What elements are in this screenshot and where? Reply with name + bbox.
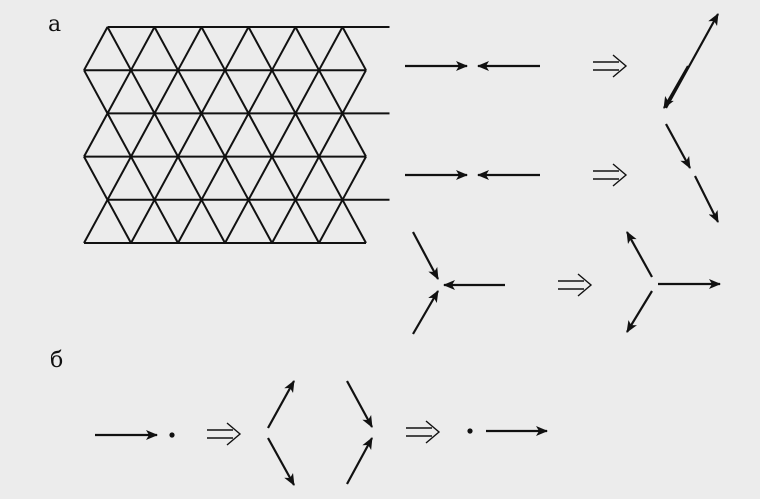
lattice-edge (318, 69, 344, 114)
lattice-edge (318, 26, 344, 71)
outgoing-arrow-up (665, 13, 719, 109)
lattice-edge (224, 26, 250, 71)
lattice-edge (83, 112, 109, 158)
particle-dot (169, 432, 175, 438)
lattice-edge (294, 112, 320, 158)
lattice-edge (247, 26, 273, 71)
lattice-edge (83, 156, 109, 201)
lattice-edge (271, 26, 297, 71)
particle-dot (467, 428, 473, 434)
lattice-edge (153, 26, 179, 71)
lattice-edge (106, 156, 132, 201)
lattice-edge (247, 199, 273, 244)
lattice-edge (153, 69, 179, 114)
outgoing-arrow-down (665, 123, 691, 169)
triangular-lattice (83, 26, 390, 244)
outgoing-arrow-up-left (626, 231, 653, 278)
vector-diagrams (95, 13, 721, 486)
lattice-edge (318, 112, 344, 158)
lattice-edge (153, 156, 179, 201)
panel-label-a: а (48, 12, 62, 37)
incoming-arrow-down (412, 231, 439, 280)
lattice-edge (341, 69, 367, 114)
lattice-edge (106, 69, 132, 114)
lattice-edge (106, 112, 132, 158)
lattice-edge (200, 69, 226, 114)
lattice-edge (341, 112, 367, 158)
lattice-edge (177, 112, 203, 158)
lattice-edge (247, 156, 273, 201)
lattice-edge (341, 26, 367, 71)
lattice-edge (177, 199, 203, 244)
lattice-edge (200, 26, 226, 71)
incoming-arrow-up (412, 290, 439, 335)
lattice-edge (83, 199, 109, 244)
lattice-edge (200, 112, 226, 158)
lattice-edge (318, 156, 344, 201)
lattice-edge (271, 199, 297, 244)
implies-symbol (406, 420, 441, 444)
lattice-edge (177, 26, 203, 71)
implies-symbol (207, 422, 242, 446)
lattice-edge (271, 112, 297, 158)
lattice-edge (247, 69, 273, 114)
implies-symbol (593, 163, 628, 187)
lattice-edge (130, 199, 156, 244)
lattice-edge (130, 69, 156, 114)
lattice-edge (106, 26, 132, 71)
lattice-edge (271, 156, 297, 201)
lattice-edge (177, 69, 203, 114)
outgoing-arrow-down-right (267, 437, 295, 486)
lattice-edge (224, 69, 250, 114)
lattice-edge (271, 69, 297, 114)
lattice-edge (130, 112, 156, 158)
lattice-edge (224, 199, 250, 244)
lattice-edge (224, 112, 250, 158)
outgoing-arrow-down-right (694, 175, 719, 223)
implies-symbol (593, 54, 628, 78)
lattice-edge (153, 199, 179, 244)
implies-symbol (558, 273, 593, 297)
lattice-edge (294, 199, 320, 244)
lattice-edge (341, 156, 367, 201)
lattice-edge (106, 199, 132, 244)
lattice-edge (341, 199, 367, 244)
lattice-edge (294, 156, 320, 201)
outgoing-arrow-down-left (663, 65, 689, 109)
incoming-arrow-down-right (346, 380, 373, 428)
lattice-edge (177, 156, 203, 201)
lattice-edge (294, 69, 320, 114)
lattice-edge (130, 156, 156, 201)
lattice-edge (153, 112, 179, 158)
panel-label-b: б (50, 348, 64, 373)
incoming-arrow-up-right (346, 437, 373, 485)
lattice-edge (224, 156, 250, 201)
lattice-edge (200, 199, 226, 244)
outgoing-arrow-down-left (626, 290, 653, 333)
lattice-edge (83, 69, 109, 114)
lattice-edge (200, 156, 226, 201)
lattice-edge (294, 26, 320, 71)
lattice-edge (130, 26, 156, 71)
lattice-edge (318, 199, 344, 244)
outgoing-arrow-up-right (267, 380, 295, 429)
lattice-edge (83, 26, 109, 71)
lattice-edge (247, 112, 273, 158)
